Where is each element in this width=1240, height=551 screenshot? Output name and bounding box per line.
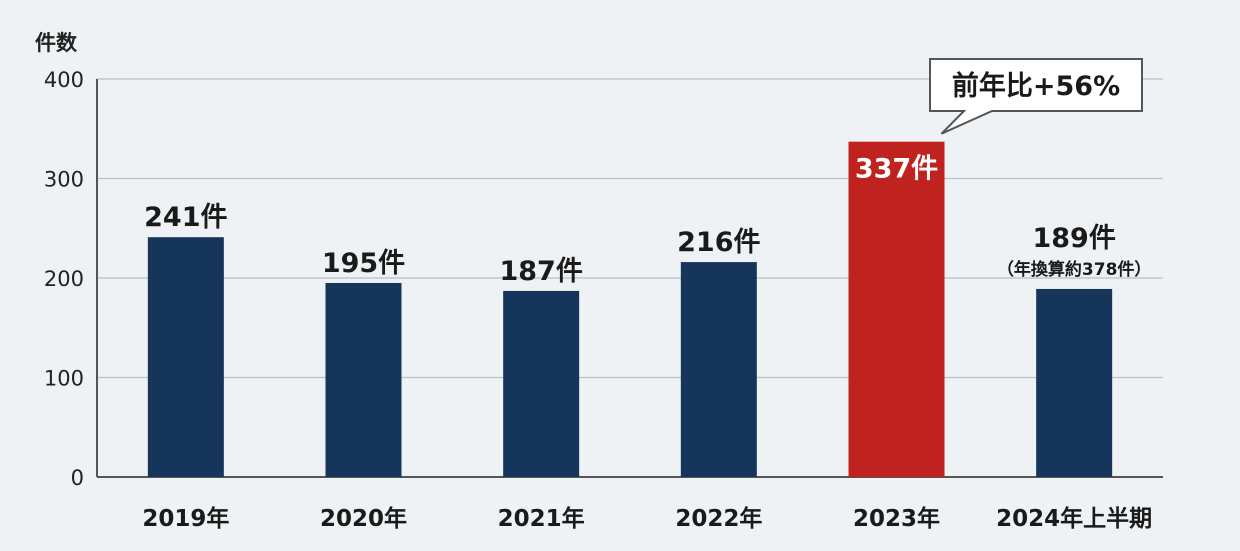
callout-text: 前年比+56% xyxy=(952,70,1120,102)
data-label: 216件 xyxy=(677,227,760,258)
data-label: 187件 xyxy=(499,256,582,287)
bar xyxy=(1036,288,1113,477)
data-label: 195件 xyxy=(322,248,405,279)
bar xyxy=(503,290,580,477)
x-tick-label: 2022年 xyxy=(675,505,762,532)
y-tick-label: 400 xyxy=(44,68,84,92)
x-axis-ticks: 2019年 2020年 2021年 2022年 2023年 2024年上半期 xyxy=(142,505,1152,532)
data-label: 189件 xyxy=(1032,223,1115,254)
bar xyxy=(680,262,757,477)
x-tick-label: 2019年 xyxy=(142,505,229,532)
data-labels: 241件 195件 187件 216件 337件 189件 （年換算約378件） xyxy=(144,154,1151,287)
x-tick-label: 2024年上半期 xyxy=(996,505,1152,532)
data-label: 337件 xyxy=(855,154,938,185)
x-tick-label: 2020年 xyxy=(320,505,407,532)
bar xyxy=(325,282,402,477)
bar xyxy=(848,141,945,477)
y-axis-ticks: 0 100 200 300 400 xyxy=(44,68,84,490)
x-tick-label: 2023年 xyxy=(853,505,940,532)
bars xyxy=(147,141,1113,477)
callout-box xyxy=(929,58,1143,135)
y-tick-label: 100 xyxy=(44,367,84,391)
y-tick-label: 0 xyxy=(71,466,84,490)
y-tick-label: 300 xyxy=(44,168,84,192)
x-tick-label: 2021年 xyxy=(498,505,585,532)
gridlines xyxy=(96,78,1163,478)
y-axis-label: 件数 xyxy=(35,31,78,55)
bar xyxy=(147,237,224,477)
callout: 前年比+56% xyxy=(929,58,1143,135)
data-label: 241件 xyxy=(144,202,227,233)
data-sublabel: （年換算約378件） xyxy=(997,259,1152,280)
y-tick-label: 200 xyxy=(44,267,84,291)
